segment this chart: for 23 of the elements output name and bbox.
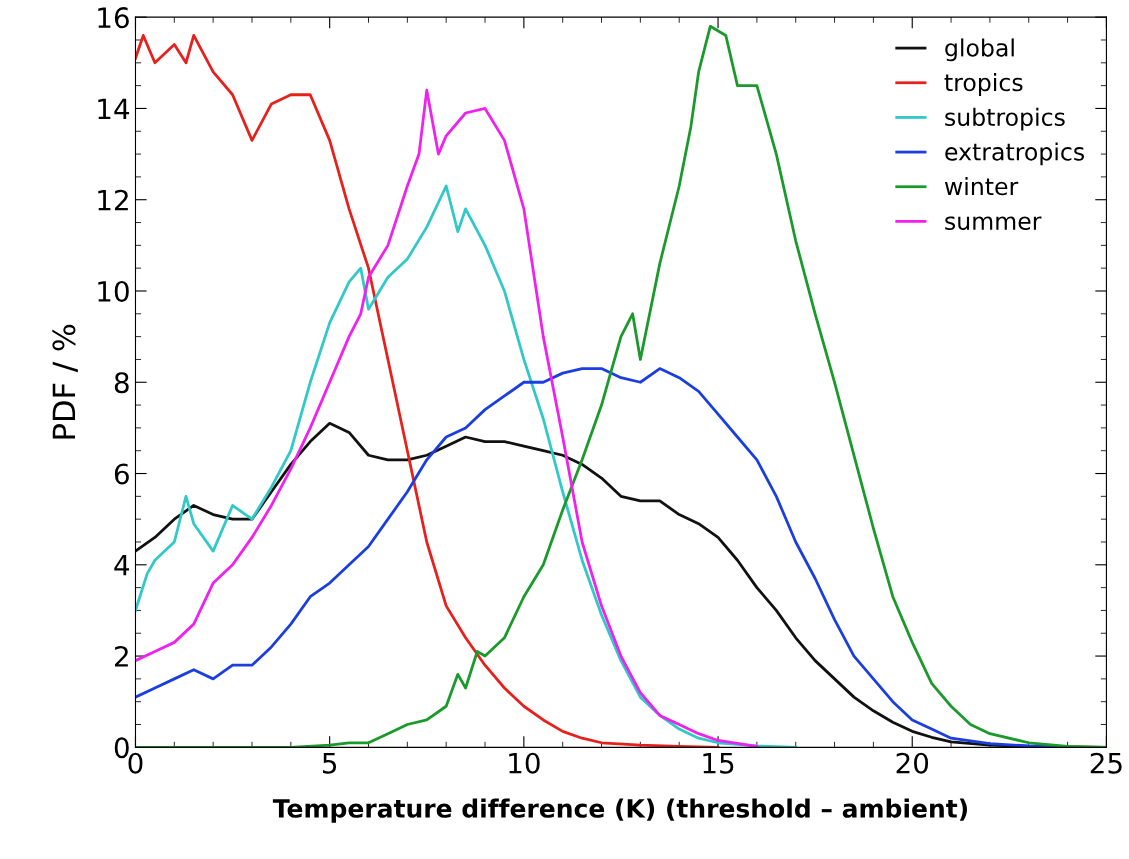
x-tick-label: 15 <box>703 753 734 774</box>
y-tick-label: 10 <box>98 280 129 302</box>
y-tick-label: 4 <box>114 555 130 576</box>
legend-label: summer <box>945 216 1042 230</box>
y-tick-label: 0 <box>114 737 129 759</box>
legend-label: subtropics <box>945 107 1065 131</box>
y-tick-label: 2 <box>114 646 128 667</box>
y-tick-label: 12 <box>98 189 128 211</box>
y-tick-label: 16 <box>98 7 129 29</box>
x-tick-label: 25 <box>1090 752 1122 774</box>
legend-label: extratropics <box>945 142 1085 166</box>
y-tick-label: 6 <box>114 463 129 485</box>
x-tick-label: 5 <box>322 753 337 774</box>
legend-label: winter <box>944 177 1019 196</box>
x-tick-label: 20 <box>896 752 929 774</box>
legend-label: tropics <box>944 73 1023 96</box>
y-tick-label: 8 <box>114 372 129 394</box>
x-tick-label: 10 <box>509 752 540 774</box>
line-series <box>135 184 798 748</box>
y-axis-title: PDF / % <box>52 324 78 439</box>
x-axis-title: Temperature difference (K) (threshold – ambient) <box>272 798 967 823</box>
y-tick-label: 14 <box>98 98 130 119</box>
legend-label: global <box>945 38 1014 62</box>
